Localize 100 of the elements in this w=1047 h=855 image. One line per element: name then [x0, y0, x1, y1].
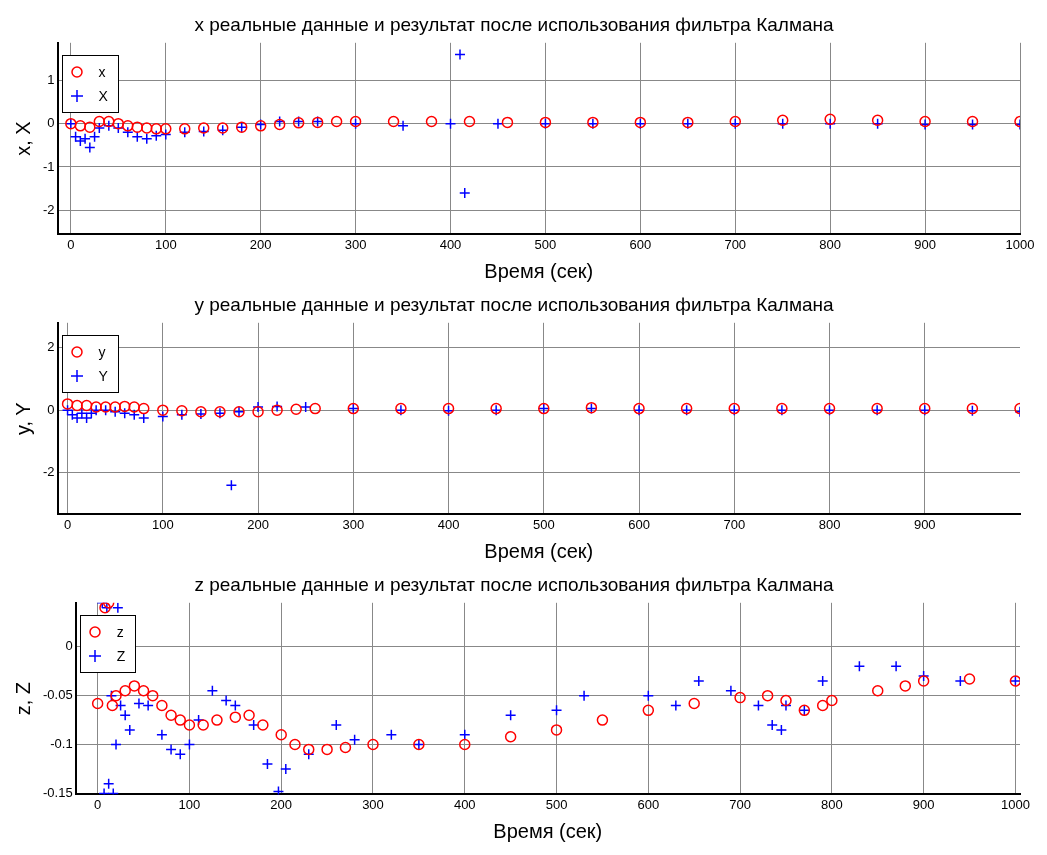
x-tick-label: 900: [912, 796, 935, 812]
point: [348, 733, 361, 746]
point: [963, 673, 976, 685]
point: [899, 680, 912, 692]
point: [150, 130, 163, 142]
x-tick-label: 900: [913, 516, 936, 532]
point: [826, 694, 838, 707]
point: [780, 699, 792, 712]
x-axis-title: Время (сек): [484, 539, 594, 562]
point: [890, 660, 902, 673]
x-tick-label: 500: [545, 796, 568, 812]
point: [550, 704, 563, 717]
point: [165, 743, 177, 756]
point: [146, 689, 159, 702]
x-tick-label: 500: [532, 516, 555, 532]
point: [752, 699, 765, 712]
point: [119, 709, 131, 721]
point: [761, 689, 774, 702]
legend-label: Y: [98, 367, 108, 384]
point: [160, 123, 172, 135]
point: [118, 407, 131, 420]
point: [183, 738, 196, 751]
point: [243, 709, 255, 721]
y-tick-label: -2: [43, 464, 55, 480]
y-tick-label: -2: [43, 201, 55, 217]
point: [816, 675, 829, 687]
point: [102, 777, 115, 790]
point: [871, 114, 884, 126]
point: [156, 729, 168, 741]
x-tick-label: 400: [453, 796, 476, 812]
point: [670, 699, 682, 712]
point: [229, 711, 242, 723]
point: [917, 675, 930, 687]
legend-label: Z: [116, 647, 126, 664]
point: [156, 699, 168, 712]
point: [578, 689, 590, 702]
point: [775, 724, 788, 736]
chart-title: x реальные данные и результат после использования фильтра Калмана: [194, 13, 835, 35]
point: [725, 685, 737, 697]
point: [84, 121, 96, 133]
point: [211, 714, 223, 726]
x-tick-label: 200: [247, 516, 269, 532]
x-tick-label: 600: [628, 516, 650, 532]
point: [131, 121, 144, 133]
point: [150, 123, 163, 135]
point: [131, 130, 144, 143]
point: [302, 743, 315, 756]
point: [157, 404, 169, 416]
point: [734, 691, 746, 704]
point: [71, 399, 83, 412]
y-tick-label: -0.1: [50, 736, 73, 752]
x-tick-label: 1000: [1005, 236, 1035, 252]
point: [853, 660, 866, 673]
point: [133, 697, 145, 710]
x-tick-label: 400: [439, 236, 462, 252]
x-tick-label: 900: [914, 236, 936, 252]
point: [225, 479, 238, 492]
point: [425, 115, 438, 128]
point: [142, 699, 154, 712]
point: [550, 724, 563, 736]
x-tick-label: 300: [362, 796, 384, 812]
point: [105, 689, 118, 702]
x-tick-label: 0: [94, 796, 102, 812]
x-tick-label: 200: [270, 796, 293, 812]
point: [780, 694, 792, 707]
chart-title: y реальные данные и результат после использования фильтра Калмана: [194, 293, 835, 315]
point: [103, 115, 115, 128]
point: [137, 685, 150, 697]
y-tick-label: 2: [47, 339, 55, 355]
point: [766, 719, 778, 731]
point: [816, 699, 829, 712]
point: [114, 699, 127, 712]
x-tick-label: 1000: [1000, 796, 1030, 812]
point: [138, 402, 150, 415]
point: [160, 128, 172, 141]
point: [252, 401, 264, 413]
point: [504, 730, 517, 743]
point: [397, 120, 409, 132]
point: [330, 115, 343, 128]
point: [271, 404, 283, 416]
point: [642, 689, 655, 702]
x-tick-label: 200: [249, 236, 272, 252]
x-tick-label: 300: [342, 516, 365, 532]
point: [271, 400, 283, 413]
point: [321, 743, 333, 756]
point: [109, 405, 121, 418]
legend-label: X: [98, 87, 108, 104]
point: [302, 748, 315, 761]
point: [501, 116, 514, 129]
point: [74, 120, 87, 132]
x-tick-label: 400: [437, 516, 460, 532]
point: [106, 699, 119, 712]
point: [176, 405, 188, 417]
point: [252, 405, 264, 418]
y-tick-label: -1: [43, 158, 55, 174]
point: [61, 398, 74, 410]
x-tick-label: 600: [637, 796, 660, 812]
point: [124, 724, 136, 736]
point: [385, 729, 398, 741]
x-tick-label: 500: [534, 236, 557, 252]
